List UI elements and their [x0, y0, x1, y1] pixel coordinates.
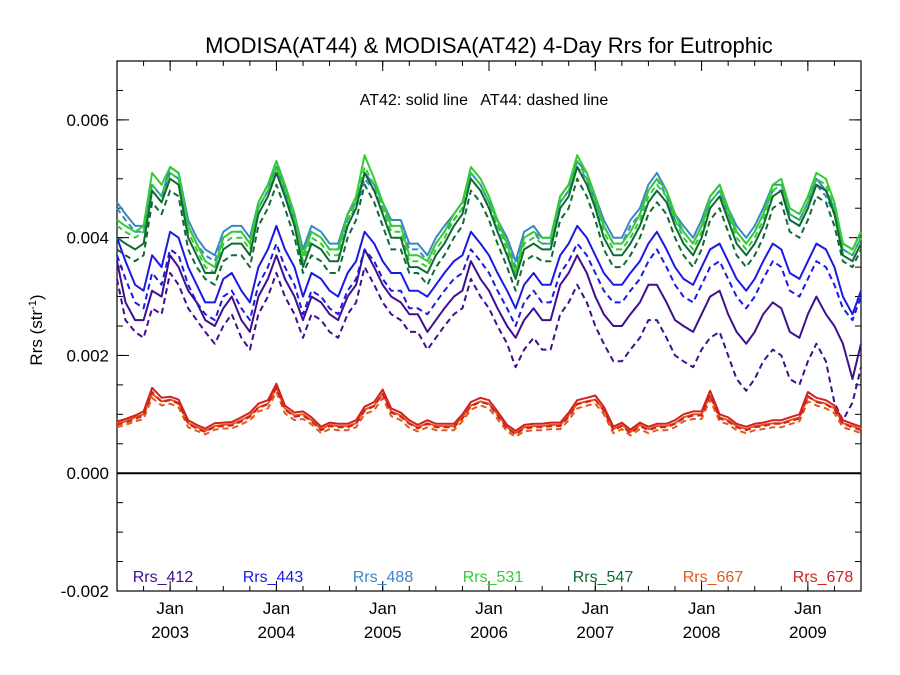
- series-line-rrs-443-at42: [116, 224, 862, 316]
- y-tick-label: 0.006: [66, 111, 109, 130]
- legend-item: Rrs_667: [683, 569, 744, 586]
- y-tick-label: 0.000: [66, 464, 109, 483]
- legend-item: Rrs_412: [133, 569, 194, 586]
- x-tick-year: 2004: [258, 623, 296, 642]
- series-line-rrs-547-at42: [116, 166, 862, 280]
- x-tick-year: 2003: [151, 623, 189, 642]
- x-tick-month: Jan: [263, 599, 290, 618]
- x-tick-month: Jan: [156, 599, 183, 618]
- series-layer: [116, 154, 862, 438]
- x-tick-year: 2005: [364, 623, 402, 642]
- series-line-rrs-547-at44: [116, 177, 862, 292]
- y-tick-label: -0.002: [61, 582, 109, 601]
- chart-title: MODISA(AT44) & MODISA(AT42) 4-Day Rrs fo…: [205, 33, 773, 58]
- legend-item: Rrs_531: [463, 569, 524, 586]
- x-tick-year: 2006: [470, 623, 508, 642]
- x-tick-year: 2008: [683, 623, 721, 642]
- x-tick-year: 2009: [789, 623, 827, 642]
- series-line-rrs-531-at42: [116, 154, 862, 274]
- legend-layer: Rrs_412 Rrs_443 Rrs_488 Rrs_531 Rrs_547 Rrs_6…: [133, 569, 854, 586]
- chart-annotation: AT42: solid line AT44: dashed line: [360, 92, 609, 109]
- x-tick-month: Jan: [688, 599, 715, 618]
- x-tick-year: 2007: [576, 623, 614, 642]
- legend-item: Rrs_488: [353, 569, 414, 586]
- x-tick-month: Jan: [475, 599, 502, 618]
- legend-item: Rrs_547: [573, 569, 634, 586]
- y-tick-label: 0.004: [66, 229, 109, 248]
- legend-item: Rrs_678: [793, 569, 854, 586]
- y-tick-label: 0.002: [66, 346, 109, 365]
- series-line-rrs-412-at42: [116, 248, 862, 380]
- series-line-rrs-531-at44: [116, 160, 862, 280]
- series-line-rrs-488-at42: [116, 160, 862, 263]
- x-tick-month: Jan: [582, 599, 609, 618]
- legend-item: Rrs_443: [243, 569, 304, 586]
- series-line-rrs-443-at44: [116, 242, 862, 327]
- axes-layer: -0.002 0.000 0.002 0.004 0.006 Jan 2003 Jan 2004…: [61, 60, 862, 642]
- series-line-rrs-678-at42: [116, 382, 862, 432]
- x-tick-month: Jan: [794, 599, 821, 618]
- x-tick-month: Jan: [369, 599, 396, 618]
- plot-frame: [116, 60, 862, 592]
- y-axis-label: Rrs (str-1): [27, 294, 46, 365]
- series-line-rrs-412-at44: [116, 266, 862, 422]
- series-line-rrs-678-at44: [116, 386, 862, 436]
